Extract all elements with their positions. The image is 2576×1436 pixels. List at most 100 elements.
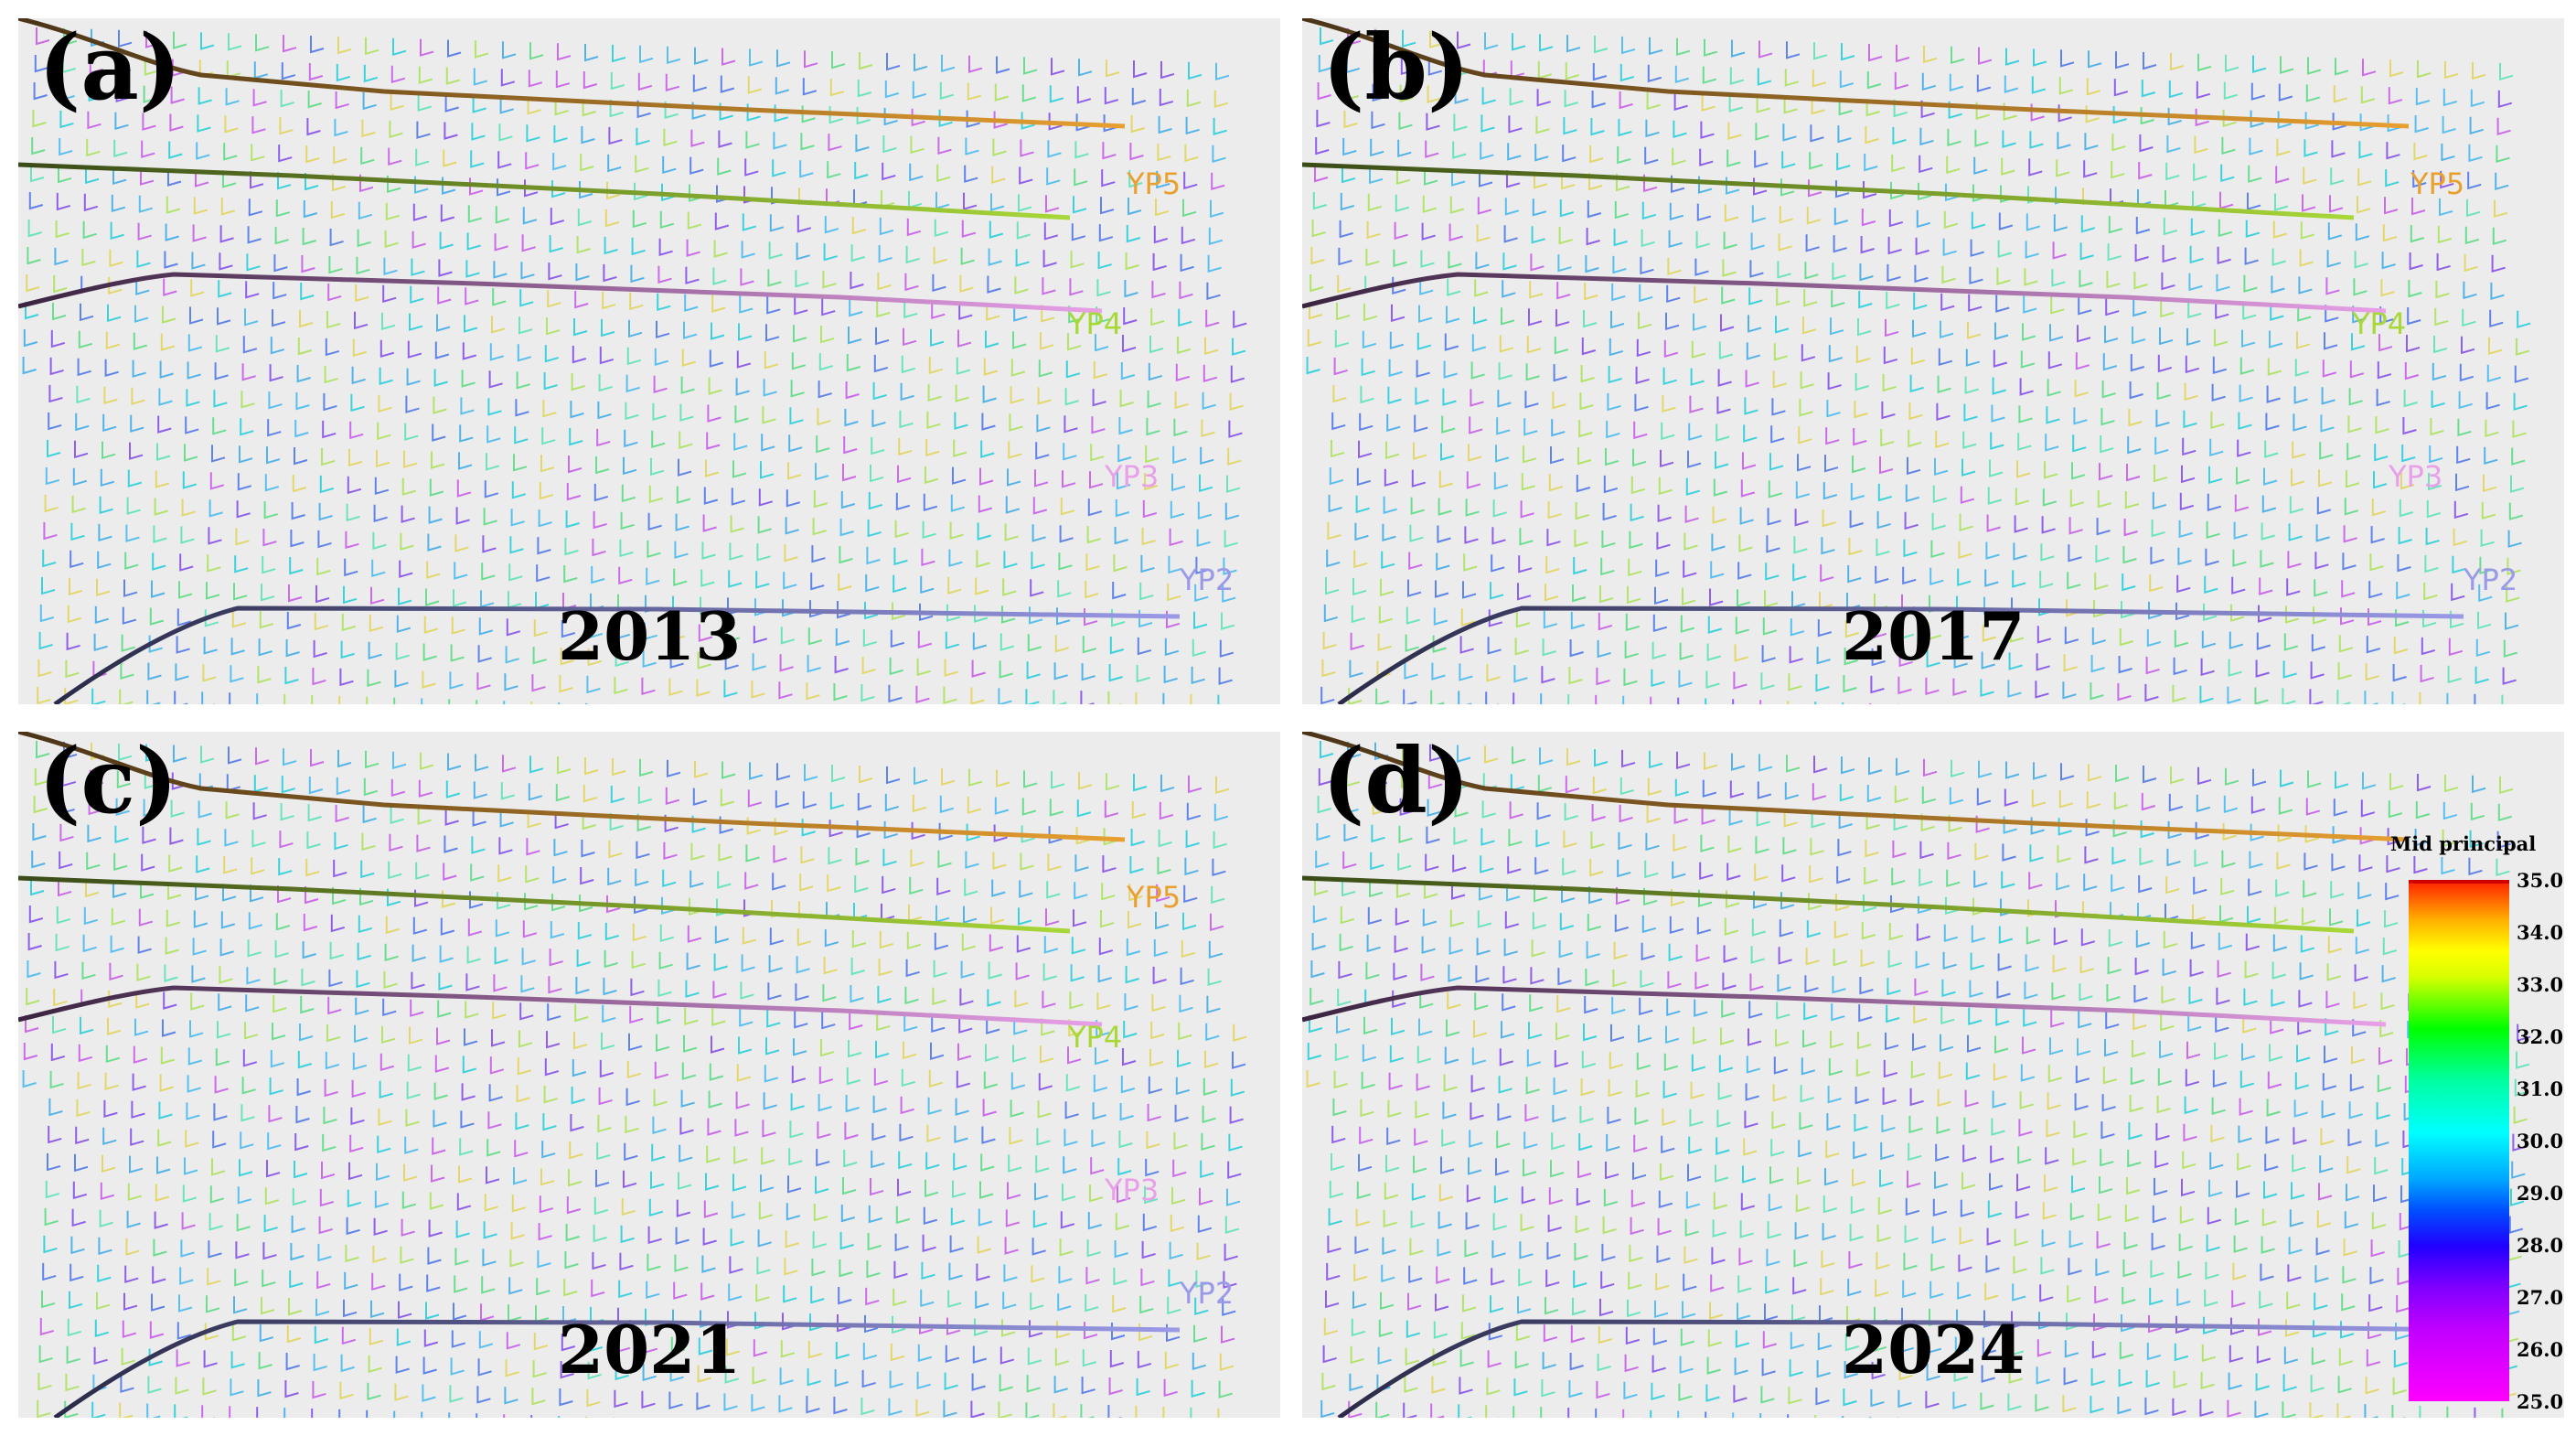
stress-tick (1314, 878, 1329, 896)
stress-tick (1799, 1112, 1813, 1131)
stress-tick (1728, 94, 1743, 113)
stress-tick (1104, 800, 1119, 819)
stress-tick (760, 1174, 775, 1193)
stress-tick (2366, 636, 2381, 654)
stress-tick (1507, 143, 1522, 161)
stress-tick (2200, 1371, 2215, 1390)
stress-tick (799, 160, 814, 178)
stress-tick (2208, 1179, 2223, 1198)
stress-tick (1526, 336, 1542, 354)
stress-tick (204, 609, 219, 627)
stress-tick (1525, 1077, 1540, 1095)
stress-tick (401, 1191, 417, 1209)
stress-tick (483, 508, 497, 526)
stress-tick (2091, 1341, 2107, 1359)
stress-tick (168, 854, 183, 873)
stress-tick (1367, 193, 1383, 212)
stress-tick (291, 502, 305, 520)
stress-tick (1528, 308, 1543, 327)
stress-tick (1408, 552, 1423, 570)
stress-tick (865, 573, 880, 593)
stress-tick (1037, 387, 1052, 405)
stress-tick (873, 1067, 889, 1087)
stress-tick (904, 273, 919, 292)
panel-year-b: 2017 (1842, 597, 2026, 675)
stress-tick (1914, 264, 1929, 284)
stress-tick (2062, 681, 2077, 700)
stress-tick (330, 914, 346, 933)
stress-tick (893, 1260, 908, 1280)
stress-tick (2261, 522, 2275, 541)
stress-tick (1965, 1062, 1981, 1080)
stress-tick (252, 802, 267, 820)
stress-tick (708, 1090, 722, 1109)
stress-tick (1985, 541, 2000, 560)
stress-tick (206, 582, 220, 600)
stress-tick (256, 1407, 259, 1418)
stress-tick (944, 659, 958, 677)
stress-tick (2026, 927, 2041, 945)
stress-tick (461, 370, 476, 388)
stress-tick (2097, 490, 2112, 509)
stress-tick (1947, 128, 1961, 147)
stress-tick (992, 138, 1007, 156)
stress-tick (311, 694, 314, 704)
stress-tick (428, 506, 443, 524)
stress-tick (209, 1185, 225, 1204)
stress-tick (1188, 61, 1202, 80)
stress-tick (2190, 931, 2206, 950)
stress-tick (1137, 637, 1152, 656)
stress-tick (1227, 447, 1242, 466)
stress-tick (2003, 816, 2017, 834)
stress-tick (2201, 1344, 2217, 1363)
stress-tick (618, 1280, 633, 1299)
stress-tick (366, 1409, 369, 1418)
stress-tick (2023, 1009, 2037, 1027)
stress-tick (2485, 419, 2499, 438)
stress-tick (1430, 1403, 1445, 1418)
stress-tick (2041, 516, 2056, 534)
stress-tick (829, 79, 845, 97)
stress-tick (753, 626, 768, 644)
stress-tick (1087, 498, 1103, 517)
stress-tick (2097, 1204, 2112, 1222)
stress-tick (72, 1181, 88, 1200)
stress-tick (1991, 1118, 2005, 1136)
stress-tick (486, 453, 500, 471)
stress-tick (1350, 632, 1364, 651)
stress-tick (1992, 1090, 2006, 1109)
stress-tick (1175, 1077, 1191, 1096)
stress-tick (773, 132, 787, 150)
stress-tick (1361, 1071, 1375, 1090)
stress-tick (121, 634, 135, 652)
stress-tick (234, 1269, 249, 1287)
stress-tick (1125, 252, 1139, 271)
stress-tick (965, 851, 979, 869)
stress-tick (850, 958, 865, 976)
stress-tick (2004, 788, 2019, 807)
stress-tick (980, 440, 995, 458)
stress-tick (219, 225, 234, 243)
stress-tick (779, 1367, 794, 1386)
stress-tick (346, 503, 360, 522)
stress-tick (338, 695, 341, 704)
stress-tick (472, 809, 486, 827)
stress-tick (1745, 1083, 1759, 1101)
stress-tick (510, 1222, 525, 1240)
stress-tick (1420, 250, 1435, 268)
stress-tick (1572, 584, 1587, 603)
stress-tick (1848, 1251, 1863, 1270)
stress-tick (2157, 1067, 2173, 1087)
stress-tick (1592, 63, 1608, 81)
stress-tick (1193, 611, 1208, 630)
stress-tick (1139, 582, 1154, 601)
stress-tick (731, 488, 746, 506)
stress-tick (2297, 1017, 2312, 1035)
stress-tick (2096, 1231, 2111, 1249)
stress-tick (1597, 1353, 1611, 1372)
stress-tick (2215, 1014, 2229, 1034)
stress-tick (1655, 559, 1670, 578)
stress-tick (1463, 1267, 1478, 1285)
stress-tick (2441, 143, 2455, 162)
stress-tick (338, 1409, 341, 1418)
